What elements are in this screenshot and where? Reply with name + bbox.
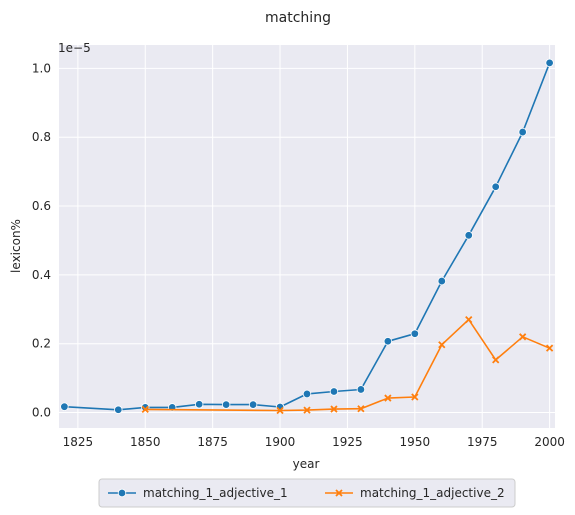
x-tick-label: 2000 (534, 435, 565, 449)
data-point (141, 405, 149, 414)
data-point (383, 337, 393, 346)
data-point (356, 385, 366, 394)
data-point (276, 406, 284, 415)
legend-marker (335, 489, 343, 497)
data-point (329, 387, 339, 396)
y-tick-label: 0.8 (32, 130, 51, 144)
y-tick-label: 0.6 (32, 199, 51, 213)
data-point (519, 333, 527, 341)
data-point (518, 127, 527, 137)
data-point (438, 341, 446, 349)
x-axis-ticks: 1825 1850 1875 1900 1925 1950 1975 2000 (63, 435, 565, 449)
data-point (114, 405, 123, 414)
series-line (64, 62, 551, 411)
data-point (60, 402, 69, 411)
y-axis-ticks: 0.0 0.2 0.4 0.6 0.8 1.0 (32, 61, 51, 419)
legend-entry-label: matching_1_adjective_1 (143, 486, 288, 500)
chart-title: matching (265, 10, 331, 26)
data-point (492, 356, 500, 364)
data-point (384, 394, 392, 402)
x-tick-label: 1850 (130, 435, 161, 449)
y-tick-label: 0.0 (32, 406, 51, 420)
data-point (464, 231, 473, 240)
data-point (491, 182, 500, 191)
series-line (145, 318, 550, 412)
legend-marker (117, 488, 127, 498)
x-tick-label: 1950 (400, 435, 431, 449)
legend-box (98, 478, 516, 508)
x-axis-label: year (293, 457, 320, 471)
x-tick-label: 1925 (332, 435, 363, 449)
series-layer (60, 58, 554, 415)
y-tick-label: 0.4 (32, 268, 51, 282)
data-point (437, 276, 446, 286)
y-axis-label: lexicon% (9, 219, 23, 273)
y-scale-label: 1e−5 (58, 41, 91, 55)
legend: matching_1_adjective_1 matching_1_adjecti… (98, 478, 516, 508)
data-point (411, 393, 419, 401)
x-tick-label: 1825 (63, 435, 94, 449)
x-tick-label: 1975 (467, 435, 498, 449)
data-point (303, 406, 311, 414)
data-point (357, 405, 365, 413)
x-tick-label: 1875 (197, 435, 228, 449)
data-point (194, 400, 204, 409)
gridlines (59, 45, 555, 428)
legend-entry-label: matching_1_adjective_2 (360, 486, 505, 500)
plot-area (59, 45, 555, 428)
data-point (248, 400, 258, 409)
data-point (410, 329, 420, 338)
data-point (545, 58, 554, 68)
y-tick-label: 1.0 (32, 61, 51, 75)
data-point (221, 400, 231, 409)
data-point (545, 344, 554, 352)
data-point (330, 405, 338, 413)
y-tick-label: 0.2 (32, 337, 51, 351)
data-point (465, 315, 473, 324)
x-tick-label: 1900 (265, 435, 296, 449)
data-point (302, 389, 312, 399)
series-2 (141, 315, 554, 415)
